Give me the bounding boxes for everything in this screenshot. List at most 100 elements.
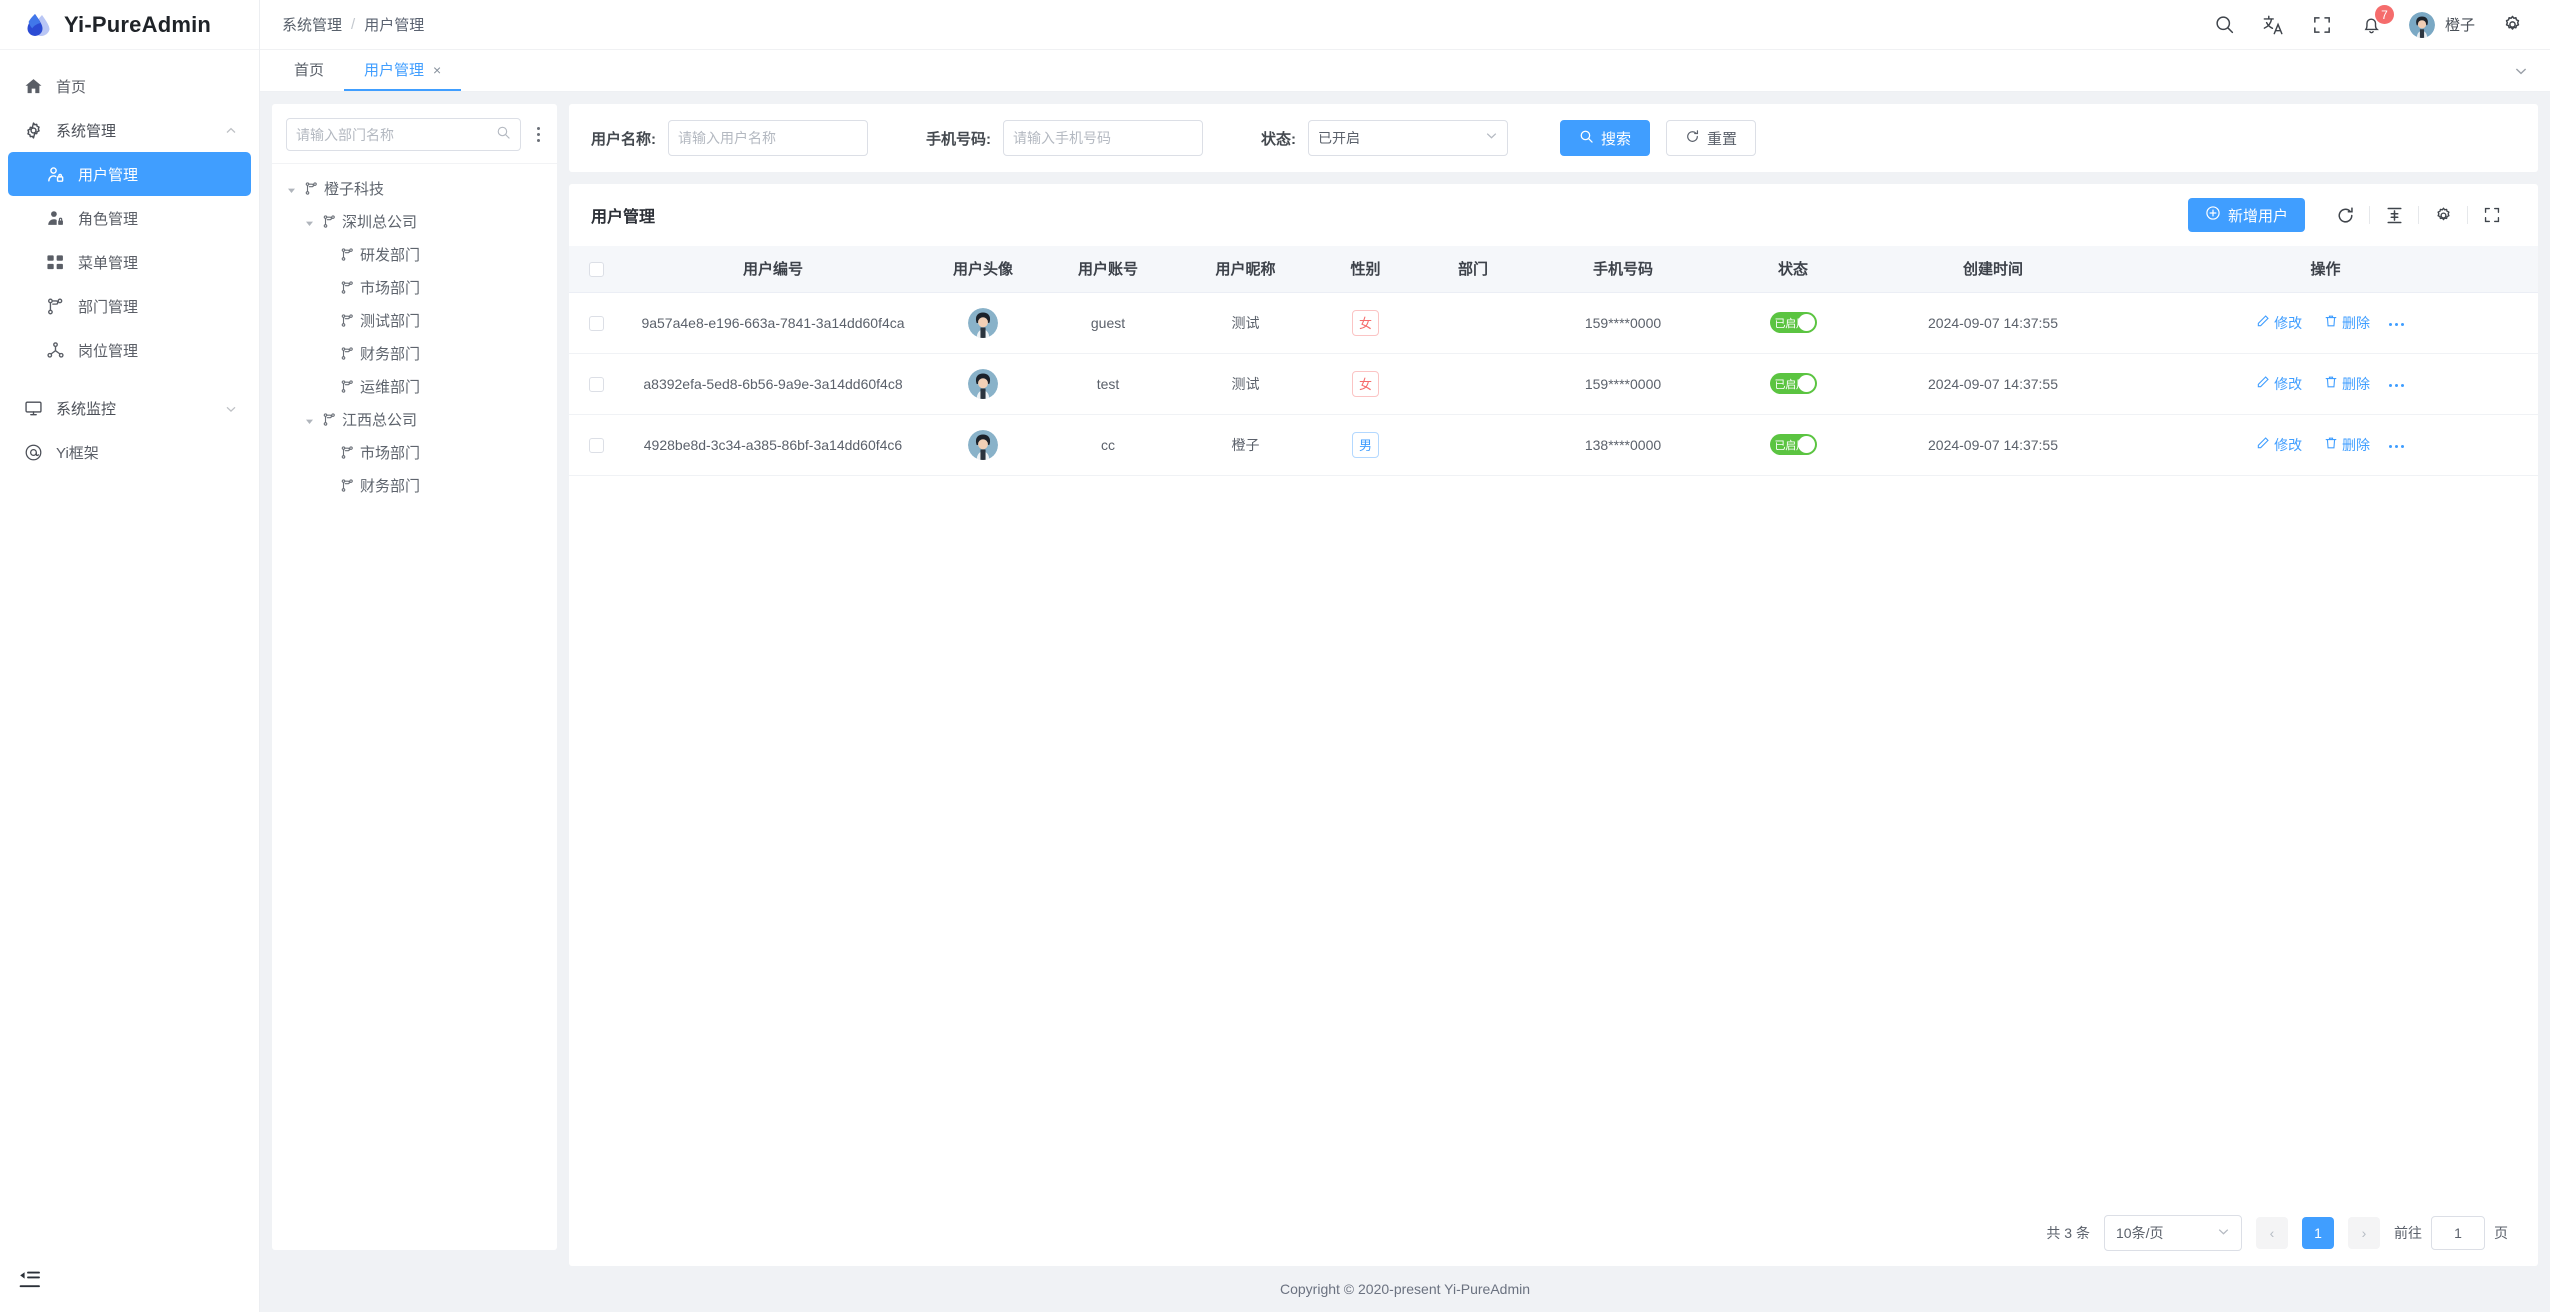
cell-avatar bbox=[923, 414, 1043, 476]
username-label: 橙子 bbox=[2444, 17, 2475, 34]
tabs-bar: 首页 用户管理 × bbox=[260, 50, 2550, 92]
page-jump-input[interactable]: 1 bbox=[2431, 1216, 2485, 1250]
reset-button[interactable]: 重置 bbox=[1666, 120, 1757, 156]
edit-button[interactable]: 修改 bbox=[2256, 374, 2302, 394]
sidebar-item-roles[interactable]: 角色管理 bbox=[0, 196, 259, 240]
delete-button[interactable]: 删除 bbox=[2324, 313, 2370, 333]
water-drop-icon bbox=[24, 11, 52, 39]
caret-down-icon[interactable] bbox=[304, 216, 315, 227]
user-menu[interactable]: 橙子 bbox=[2408, 11, 2475, 38]
bell-icon[interactable]: 7 bbox=[2360, 5, 2394, 36]
brand-logo[interactable]: Yi-PureAdmin bbox=[0, 0, 259, 50]
translate-icon[interactable] bbox=[2262, 13, 2285, 36]
pencil-icon bbox=[2256, 314, 2270, 331]
cell-gender: 女 bbox=[1318, 292, 1413, 354]
sidebar-item-label: 部门管理 bbox=[78, 298, 139, 316]
tab-label: 用户管理 bbox=[364, 62, 425, 79]
username-input[interactable] bbox=[668, 120, 868, 156]
sidebar-item-home[interactable]: 首页 bbox=[0, 64, 259, 108]
prev-page-button[interactable]: ‹ bbox=[2256, 1217, 2288, 1249]
row-checkbox[interactable] bbox=[588, 315, 604, 331]
page-size-select[interactable]: 10条/页 bbox=[2104, 1215, 2242, 1251]
sidebar-collapse-icon[interactable] bbox=[18, 1268, 44, 1290]
tree-node[interactable]: 橙子科技 bbox=[272, 172, 557, 205]
breadcrumb-item-0[interactable]: 系统管理 bbox=[282, 17, 343, 34]
more-horizontal-icon[interactable] bbox=[2388, 383, 2404, 387]
edit-button[interactable]: 修改 bbox=[2256, 435, 2302, 455]
phone-field[interactable] bbox=[1013, 130, 1193, 146]
tree-node-label: 市场部门 bbox=[360, 280, 421, 297]
tree-node[interactable]: 测试部门 bbox=[272, 304, 557, 337]
status-select[interactable]: 已开启 bbox=[1308, 120, 1508, 156]
search-icon bbox=[496, 125, 511, 145]
sidebar-item-departments[interactable]: 部门管理 bbox=[0, 284, 259, 328]
caret-down-icon[interactable] bbox=[304, 414, 315, 425]
sidebar-item-menus[interactable]: 菜单管理 bbox=[0, 240, 259, 284]
sidebar-item-users[interactable]: 用户管理 bbox=[8, 152, 251, 196]
cell-avatar bbox=[923, 292, 1043, 354]
search-button[interactable]: 搜索 bbox=[1560, 120, 1651, 156]
table-row[interactable]: 9a57a4e8-e196-663a-7841-3a14dd60f4ca bbox=[569, 292, 2538, 354]
status-toggle[interactable]: 已启用 bbox=[1769, 312, 1817, 333]
trash-icon bbox=[2324, 314, 2338, 331]
row-checkbox[interactable] bbox=[588, 437, 604, 453]
tree-node[interactable]: 运维部门 bbox=[272, 370, 557, 403]
delete-button[interactable]: 删除 bbox=[2324, 435, 2370, 455]
phone-input[interactable] bbox=[1003, 120, 1203, 156]
gear-icon[interactable] bbox=[2501, 13, 2524, 36]
select-all-checkbox[interactable] bbox=[588, 261, 604, 277]
tree-node-label: 财务部门 bbox=[360, 478, 421, 495]
row-checkbox[interactable] bbox=[588, 376, 604, 392]
sidebar-group-monitor[interactable]: 系统监控 bbox=[0, 386, 259, 430]
more-horizontal-icon[interactable] bbox=[2388, 444, 2404, 448]
tabs-more-icon[interactable] bbox=[2514, 50, 2550, 91]
refresh-icon[interactable] bbox=[2334, 204, 2356, 226]
tree-node-label: 运维部门 bbox=[360, 379, 421, 396]
column-settings-icon[interactable] bbox=[2432, 204, 2454, 226]
tree-node[interactable]: 研发部门 bbox=[272, 238, 557, 271]
caret-down-icon[interactable] bbox=[286, 183, 297, 194]
notification-badge: 7 bbox=[2374, 5, 2394, 24]
more-vertical-icon[interactable] bbox=[529, 124, 547, 146]
add-user-button[interactable]: 新增用户 bbox=[2187, 198, 2305, 232]
delete-button[interactable]: 删除 bbox=[2324, 374, 2370, 394]
department-search-field[interactable] bbox=[296, 126, 490, 143]
page-number-1[interactable]: 1 bbox=[2302, 1217, 2334, 1249]
sidebar-group-system[interactable]: 系统管理 bbox=[0, 108, 259, 152]
phone-label: 手机号码: bbox=[926, 130, 991, 148]
page-jump: 前往 1 页 bbox=[2394, 1216, 2508, 1250]
divider bbox=[2369, 206, 2370, 224]
sidebar-item-yiframework[interactable]: Yi框架 bbox=[0, 430, 259, 474]
tab-user-management[interactable]: 用户管理 × bbox=[344, 50, 462, 91]
close-icon[interactable]: × bbox=[433, 61, 442, 78]
users-table-card: 用户管理 新增用户 bbox=[569, 184, 2538, 1266]
tree-node[interactable]: 财务部门 bbox=[272, 337, 557, 370]
status-toggle[interactable]: 已启用 bbox=[1769, 434, 1817, 455]
department-search-input[interactable] bbox=[286, 118, 521, 151]
search-icon[interactable] bbox=[2213, 13, 2236, 36]
sidebar-item-positions[interactable]: 岗位管理 bbox=[0, 328, 259, 372]
cell-actions: 修改 删除 bbox=[2113, 353, 2538, 415]
divider bbox=[2467, 206, 2468, 224]
tree-node[interactable]: 财务部门 bbox=[272, 469, 557, 502]
page-jump-suffix: 页 bbox=[2494, 1225, 2508, 1241]
more-horizontal-icon[interactable] bbox=[2388, 322, 2404, 326]
table-row[interactable]: 4928be8d-3c34-a385-86bf-3a14dd60f4c6 bbox=[569, 414, 2538, 476]
tab-home[interactable]: 首页 bbox=[274, 50, 344, 91]
status-toggle[interactable]: 已启用 bbox=[1769, 373, 1817, 394]
search-icon bbox=[1579, 129, 1594, 148]
tree-node[interactable]: 深圳总公司 bbox=[272, 205, 557, 238]
org-branch-icon bbox=[340, 379, 355, 394]
username-field[interactable] bbox=[678, 130, 858, 146]
next-page-button[interactable]: › bbox=[2348, 1217, 2380, 1249]
density-icon[interactable] bbox=[2383, 204, 2405, 226]
footer: Copyright © 2020-present Yi-PureAdmin bbox=[260, 1266, 2550, 1312]
tree-node[interactable]: 市场部门 bbox=[272, 271, 557, 304]
table-row[interactable]: a8392efa-5ed8-6b56-9a9e-3a14dd60f4c8 bbox=[569, 353, 2538, 415]
fullscreen-icon[interactable] bbox=[2481, 204, 2503, 226]
edit-button[interactable]: 修改 bbox=[2256, 313, 2302, 333]
fullscreen-icon[interactable] bbox=[2311, 13, 2334, 36]
tree-node[interactable]: 市场部门 bbox=[272, 436, 557, 469]
tree-node[interactable]: 江西总公司 bbox=[272, 403, 557, 436]
pencil-icon bbox=[2256, 436, 2270, 453]
